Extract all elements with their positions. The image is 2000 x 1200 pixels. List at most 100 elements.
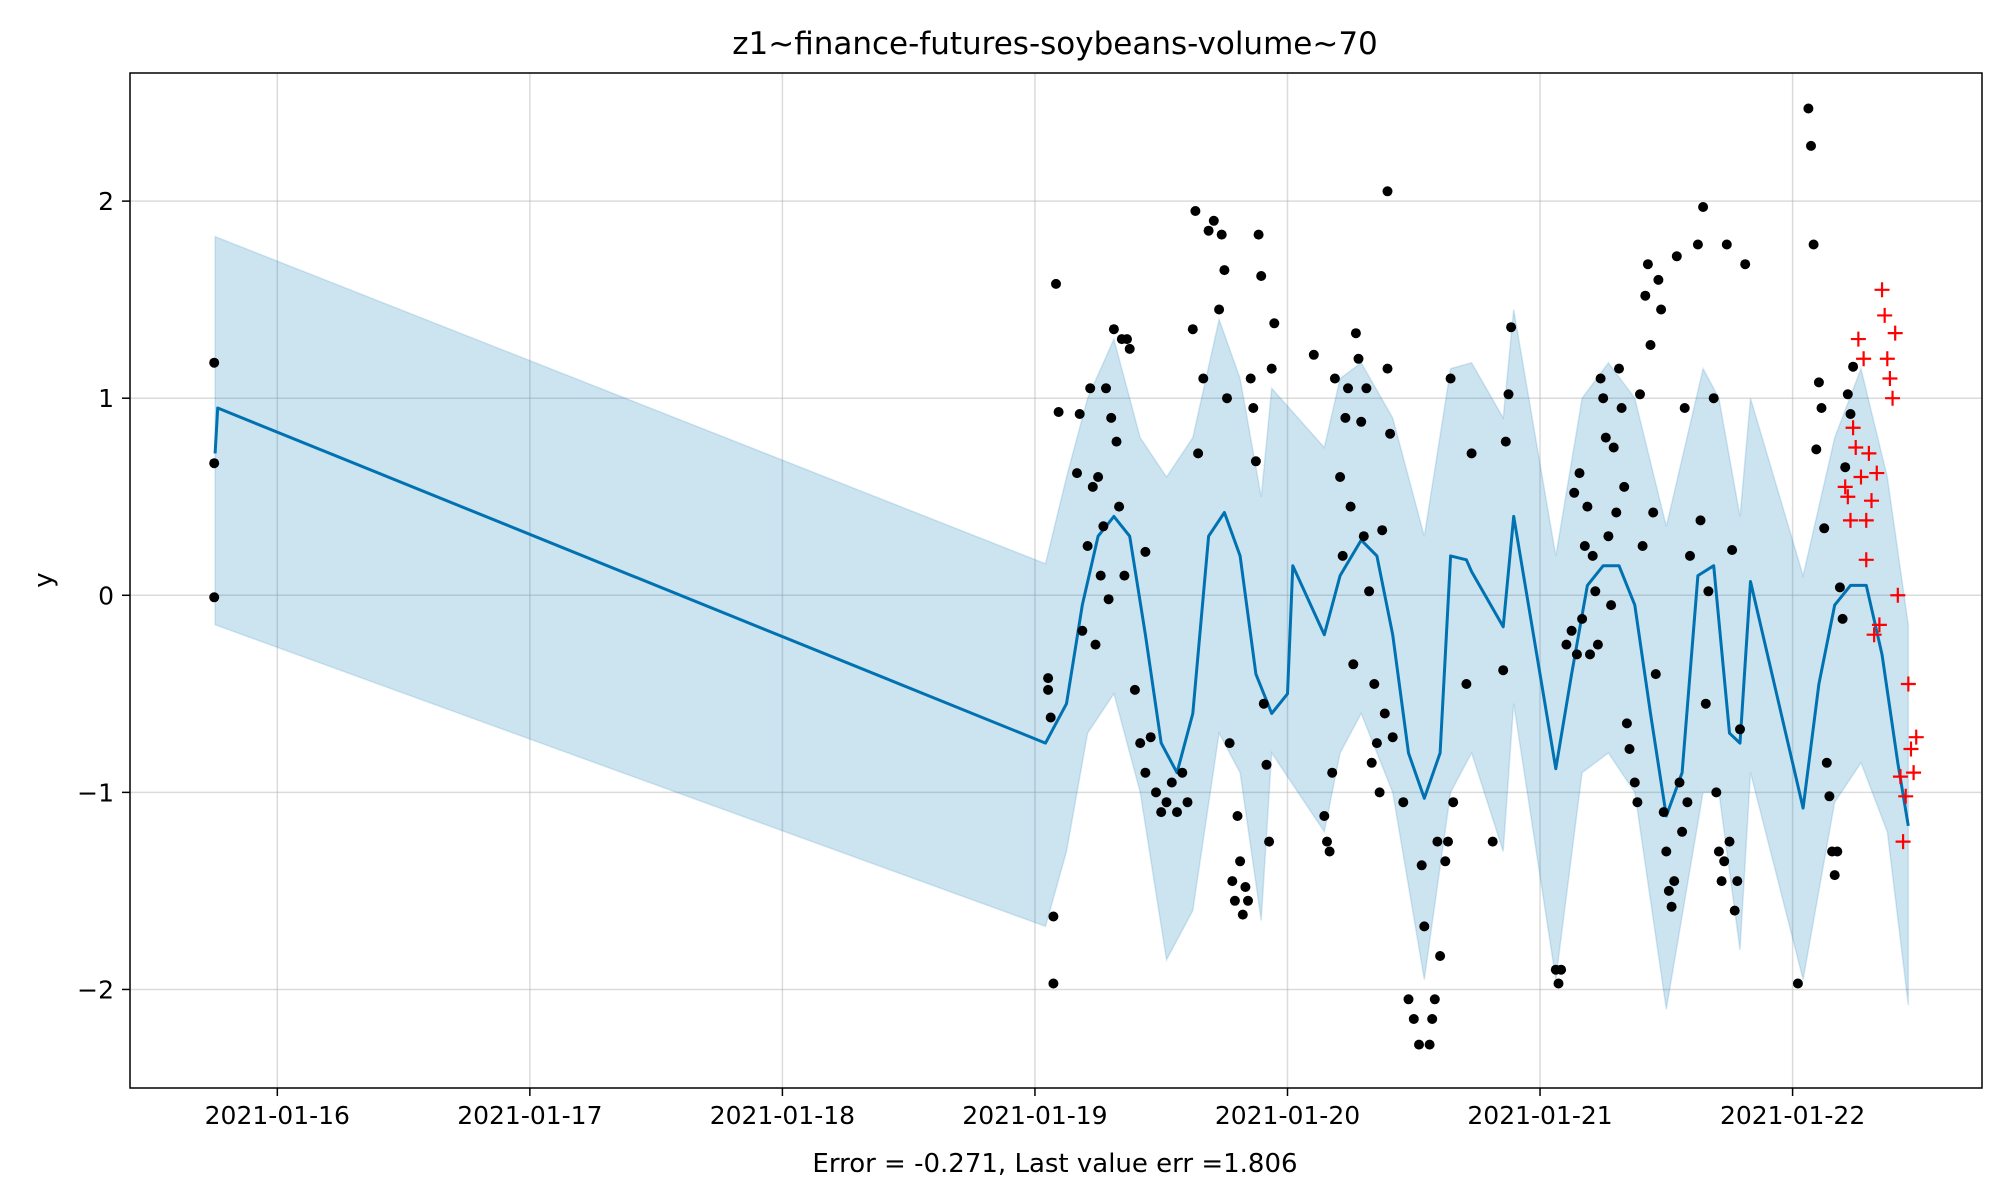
holdout-point: [1866, 627, 1882, 643]
observed-point: [1821, 757, 1832, 768]
observed-point: [1216, 229, 1227, 240]
observed-point: [1193, 448, 1204, 459]
observed-point: [1819, 523, 1830, 534]
observed-point: [1708, 393, 1719, 404]
y-axis-label: y: [29, 572, 59, 587]
holdout-point: [1850, 331, 1866, 347]
observed-point: [1208, 215, 1219, 226]
x-tick-label: 2021-01-17: [457, 1101, 602, 1130]
observed-point: [1343, 383, 1353, 394]
y-tick-label: 0: [98, 581, 114, 610]
observed-point: [1161, 797, 1172, 808]
observed-point: [1637, 541, 1648, 551]
observed-point: [1608, 442, 1619, 453]
holdout-point: [1892, 769, 1908, 785]
observed-point: [1377, 525, 1388, 536]
observed-point: [1666, 901, 1677, 912]
observed-points: [209, 103, 1859, 1050]
observed-point: [1732, 876, 1743, 887]
observed-point: [1566, 625, 1577, 636]
holdout-point: [1871, 617, 1887, 633]
observed-point: [1166, 777, 1177, 788]
observed-point: [1677, 826, 1688, 837]
observed-point: [1619, 481, 1630, 492]
observed-point: [1177, 767, 1188, 778]
observed-point: [1603, 531, 1614, 542]
observed-point: [1240, 882, 1251, 892]
observed-point: [1369, 679, 1380, 689]
observed-point: [1735, 724, 1745, 735]
holdout-point: [1882, 370, 1898, 386]
holdout-point: [1842, 512, 1858, 528]
y-axis-ticks: −2 −1 0 1 2: [77, 187, 130, 1004]
observed-point: [1682, 797, 1693, 808]
x-tick-label: 2021-01-16: [205, 1101, 350, 1130]
observed-point: [1435, 951, 1446, 961]
observed-point: [1461, 679, 1472, 689]
x-axis-label: Error = -0.271, Last value err =1.806: [812, 1149, 1297, 1179]
holdout-point: [1890, 587, 1906, 603]
observed-point: [1648, 507, 1659, 518]
observed-point: [1614, 363, 1624, 374]
observed-point: [1606, 600, 1617, 611]
observed-point: [1642, 259, 1653, 270]
observed-point: [1650, 669, 1661, 680]
observed-point: [1229, 895, 1240, 906]
observed-point: [1553, 978, 1564, 989]
observed-point: [1327, 767, 1338, 778]
holdout-point: [1895, 834, 1911, 850]
observed-point: [1103, 594, 1114, 605]
observed-point: [1214, 304, 1225, 315]
holdout-point: [1837, 479, 1853, 495]
holdout-point: [1906, 765, 1922, 781]
observed-point: [1140, 767, 1151, 778]
observed-point: [1663, 885, 1674, 896]
observed-point: [1616, 403, 1627, 413]
observed-point: [1574, 468, 1585, 479]
observed-point: [1264, 836, 1275, 847]
observed-point: [1374, 787, 1385, 798]
observed-point: [1108, 324, 1119, 335]
observed-point: [1656, 304, 1667, 315]
uncertainty-interval: [214, 235, 1910, 1010]
observed-point: [1124, 343, 1135, 354]
observed-point: [1203, 225, 1214, 236]
observed-point: [1140, 546, 1151, 557]
observed-point: [1840, 462, 1851, 473]
observed-point: [1371, 738, 1382, 749]
observed-point: [1658, 807, 1669, 818]
observed-point: [1561, 639, 1572, 650]
observed-point: [1713, 846, 1724, 857]
observed-point: [1382, 363, 1393, 374]
observed-point: [1729, 905, 1740, 916]
observed-point: [1248, 403, 1259, 413]
holdout-point: [1840, 489, 1856, 505]
observed-point: [1585, 649, 1595, 660]
observed-point: [1834, 582, 1845, 593]
observed-point: [1443, 836, 1453, 847]
observed-point: [1043, 673, 1054, 684]
observed-point: [1106, 412, 1117, 423]
observed-point: [1350, 328, 1361, 339]
observed-point: [1419, 921, 1430, 932]
observed-point: [1182, 797, 1193, 808]
observed-point: [1077, 625, 1088, 636]
observed-point: [1598, 393, 1609, 404]
observed-point: [1335, 472, 1346, 482]
observed-point: [1595, 373, 1606, 384]
observed-point: [1227, 876, 1238, 887]
holdout-point: [1877, 307, 1893, 323]
observed-point: [1440, 856, 1451, 867]
observed-point: [209, 458, 220, 469]
observed-point: [1661, 846, 1672, 857]
observed-point: [1808, 239, 1819, 250]
holdout-point: [1908, 729, 1924, 745]
observed-point: [1090, 639, 1101, 650]
observed-point: [1329, 373, 1340, 384]
observed-point: [1356, 416, 1367, 427]
x-tick-label: 2021-01-19: [962, 1101, 1107, 1130]
observed-point: [1816, 403, 1827, 413]
observed-point: [1624, 744, 1635, 754]
observed-point: [1703, 586, 1714, 597]
observed-point: [1824, 791, 1835, 802]
